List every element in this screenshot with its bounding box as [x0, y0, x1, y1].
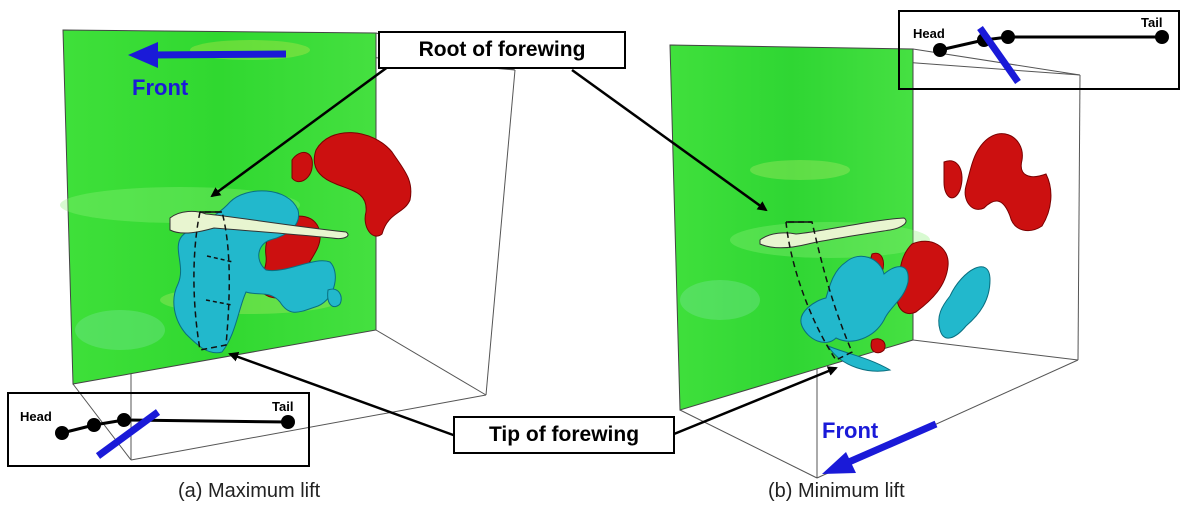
inset-b-wing-bar — [977, 25, 1021, 85]
inset-a-tail-node — [281, 415, 295, 429]
panel-b-wing-shape — [759, 217, 907, 249]
panel-b-front-arrowhead — [822, 452, 856, 474]
inset-a-head-node — [55, 426, 69, 440]
panel-b-front-label: Front — [822, 418, 879, 443]
tip-arrow-b — [673, 366, 838, 436]
inset-b-head-label: Head — [913, 26, 945, 41]
panel-b — [669, 44, 1081, 479]
panel-a-front-label: Front — [132, 75, 189, 100]
panel-b-red-vortex — [869, 133, 1052, 354]
panel-b-forewing-outline — [785, 221, 853, 361]
inset-a-head-label: Head — [20, 409, 52, 424]
panel-b-cyan-vortex — [800, 255, 991, 372]
panel-b-front-arrow — [840, 420, 938, 469]
panel-a-forewing-outline — [193, 211, 234, 351]
inset-b-tail-node — [1155, 30, 1169, 44]
caption-a: (a) Maximum lift — [178, 480, 321, 502]
root-of-forewing-label: Root of forewing — [378, 31, 626, 69]
inset-b-diagram — [933, 25, 1169, 85]
inset-a-joint-node — [117, 413, 131, 427]
panel-a-front-arrow — [149, 50, 287, 59]
inset-a-wing-bar — [95, 409, 161, 459]
tip-of-forewing-label: Tip of forewing — [453, 416, 675, 454]
root-arrow-a — [210, 56, 401, 198]
caption-b: (b) Minimum lift — [768, 480, 905, 502]
inset-b-tail-label: Tail — [1141, 15, 1163, 30]
panel-a-wing-shape — [169, 210, 349, 239]
panel-a — [60, 29, 516, 461]
root-arrow-b — [571, 68, 768, 212]
inset-a-tail-label: Tail — [272, 399, 294, 414]
inset-a — [7, 392, 310, 467]
panel-a-cyan-vortex — [173, 190, 342, 354]
inset-b-joint-node — [1001, 30, 1015, 44]
inset-b — [898, 10, 1180, 90]
tip-arrow-a — [228, 352, 457, 438]
inset-a-joint-node — [87, 418, 101, 432]
inset-a-diagram — [55, 409, 295, 459]
inset-b-head-node — [933, 43, 947, 57]
panel-a-front-arrowhead — [128, 42, 158, 68]
pointer-arrows — [210, 56, 838, 438]
